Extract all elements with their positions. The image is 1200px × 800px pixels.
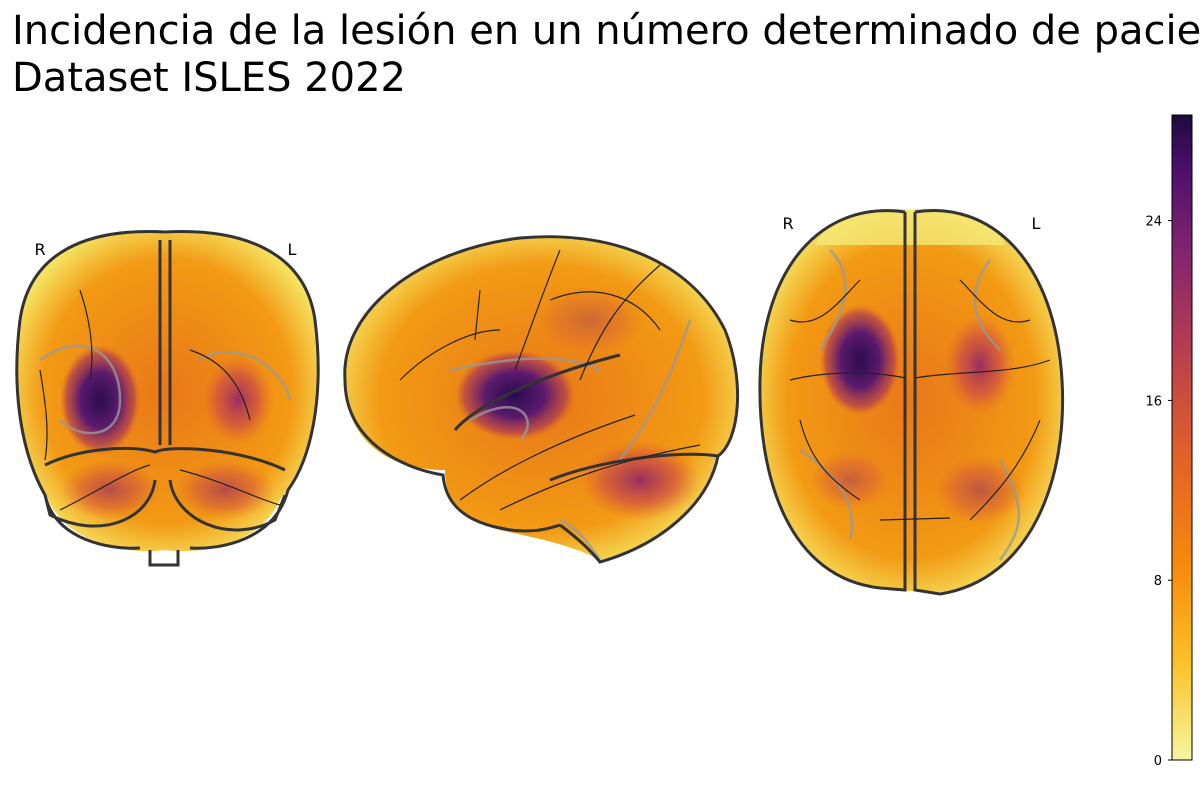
title-line: Incidencia de la lesión en un número det… (12, 8, 1200, 54)
colorbar-tick-label: 0 (1154, 754, 1162, 769)
title-line: Dataset ISLES 2022 (12, 55, 406, 101)
colorbar (1171, 114, 1193, 761)
colorbar-tick-label: 24 (1145, 215, 1162, 230)
colorbar-tick-label: 8 (1154, 574, 1162, 589)
orientation-label: L (1032, 214, 1041, 233)
colorbar-tick-label: 16 (1145, 394, 1162, 409)
sagittal-view (343, 235, 740, 564)
axial-view (758, 208, 1065, 596)
orientation-label: R (782, 214, 793, 233)
orientation-label: L (288, 240, 297, 259)
orientation-label: R (34, 240, 45, 259)
coronal-view (15, 230, 320, 567)
